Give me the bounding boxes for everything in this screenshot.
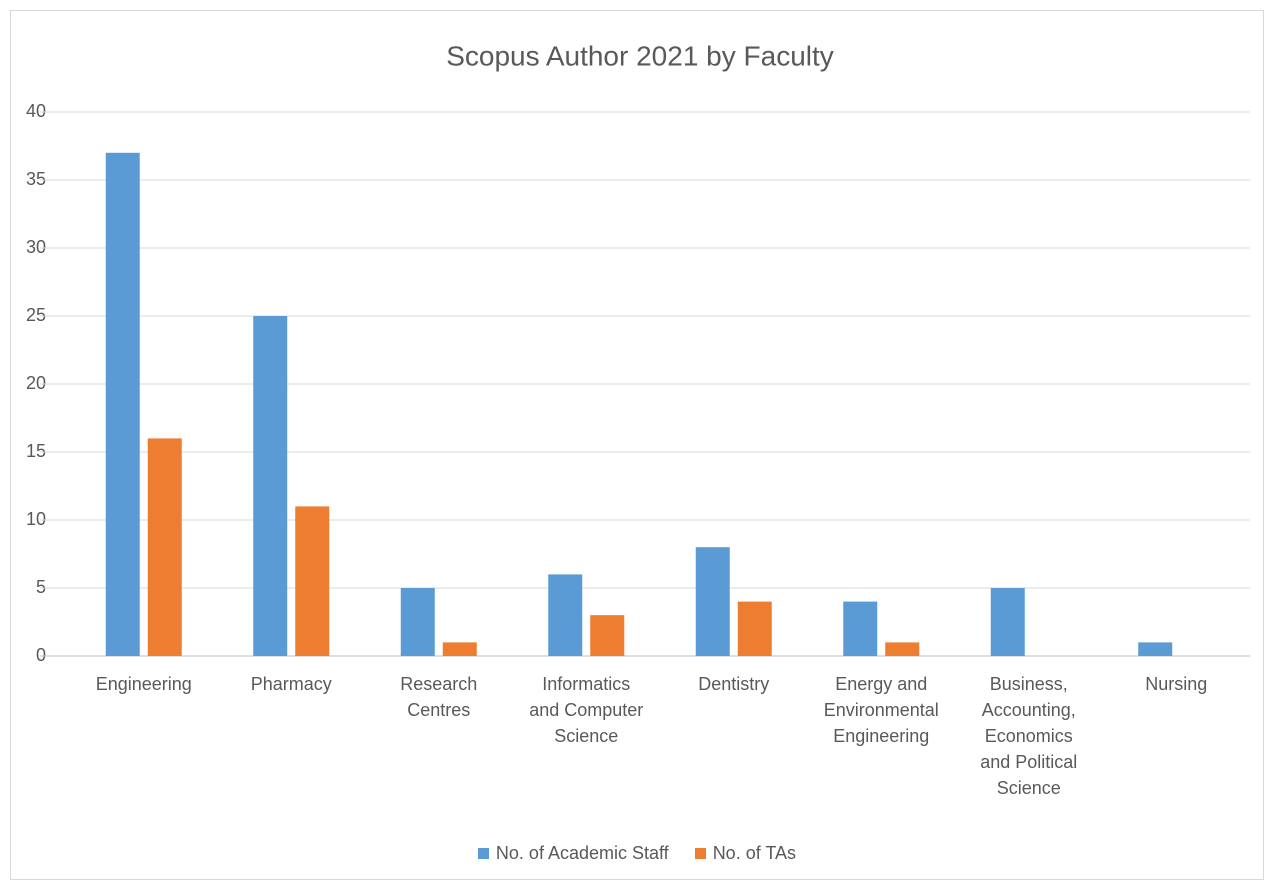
bar: [105, 152, 140, 657]
bar: [253, 316, 288, 656]
y-tick-label: 20: [26, 373, 46, 393]
legend-swatch: [477, 848, 489, 859]
legend-label: No. of Academic Staff: [495, 843, 669, 863]
x-tick-label: Business, Accounting, Economics and Poli…: [980, 674, 1078, 798]
chart-frame: [10, 10, 1264, 880]
bar: [295, 506, 330, 656]
x-tick-label: Engineering: [95, 674, 192, 694]
x-tick-label: Informatics and Computer Science: [529, 674, 644, 746]
bar: [990, 588, 1025, 656]
x-tick-label: Dentistry: [698, 674, 770, 694]
legend-label: No. of TAs: [712, 843, 797, 863]
bar: [885, 642, 920, 656]
chart-title: Scopus Author 2021 by Faculty: [446, 40, 834, 71]
legend: No. of Academic Staff No. of TAs: [0, 843, 1274, 864]
y-tick-label: 40: [26, 101, 46, 121]
x-tick-label: Research Centres: [400, 674, 478, 720]
bar: [590, 615, 625, 656]
legend-item: No. of TAs: [694, 843, 797, 864]
bar: [147, 438, 182, 656]
y-tick-label: 25: [26, 305, 46, 325]
y-tick-label: 0: [36, 645, 46, 665]
y-tick-label: 5: [36, 577, 46, 597]
bar: [400, 588, 435, 656]
x-tick-label: Energy and Environmental Engineering: [823, 674, 939, 746]
y-tick-label: 35: [26, 169, 46, 189]
bar: [737, 601, 772, 656]
legend-item: No. of Academic Staff: [477, 843, 669, 864]
bar: [1138, 642, 1173, 656]
x-tick-label: Pharmacy: [250, 674, 332, 694]
legend-swatch: [694, 848, 706, 859]
y-tick-label: 10: [26, 509, 46, 529]
bar: [695, 547, 730, 656]
bar: [548, 574, 583, 656]
x-tick-label: Nursing: [1145, 674, 1208, 694]
bar: [442, 642, 477, 656]
y-tick-label: 15: [26, 441, 46, 461]
bar: [843, 601, 878, 656]
y-tick-label: 30: [26, 237, 46, 257]
